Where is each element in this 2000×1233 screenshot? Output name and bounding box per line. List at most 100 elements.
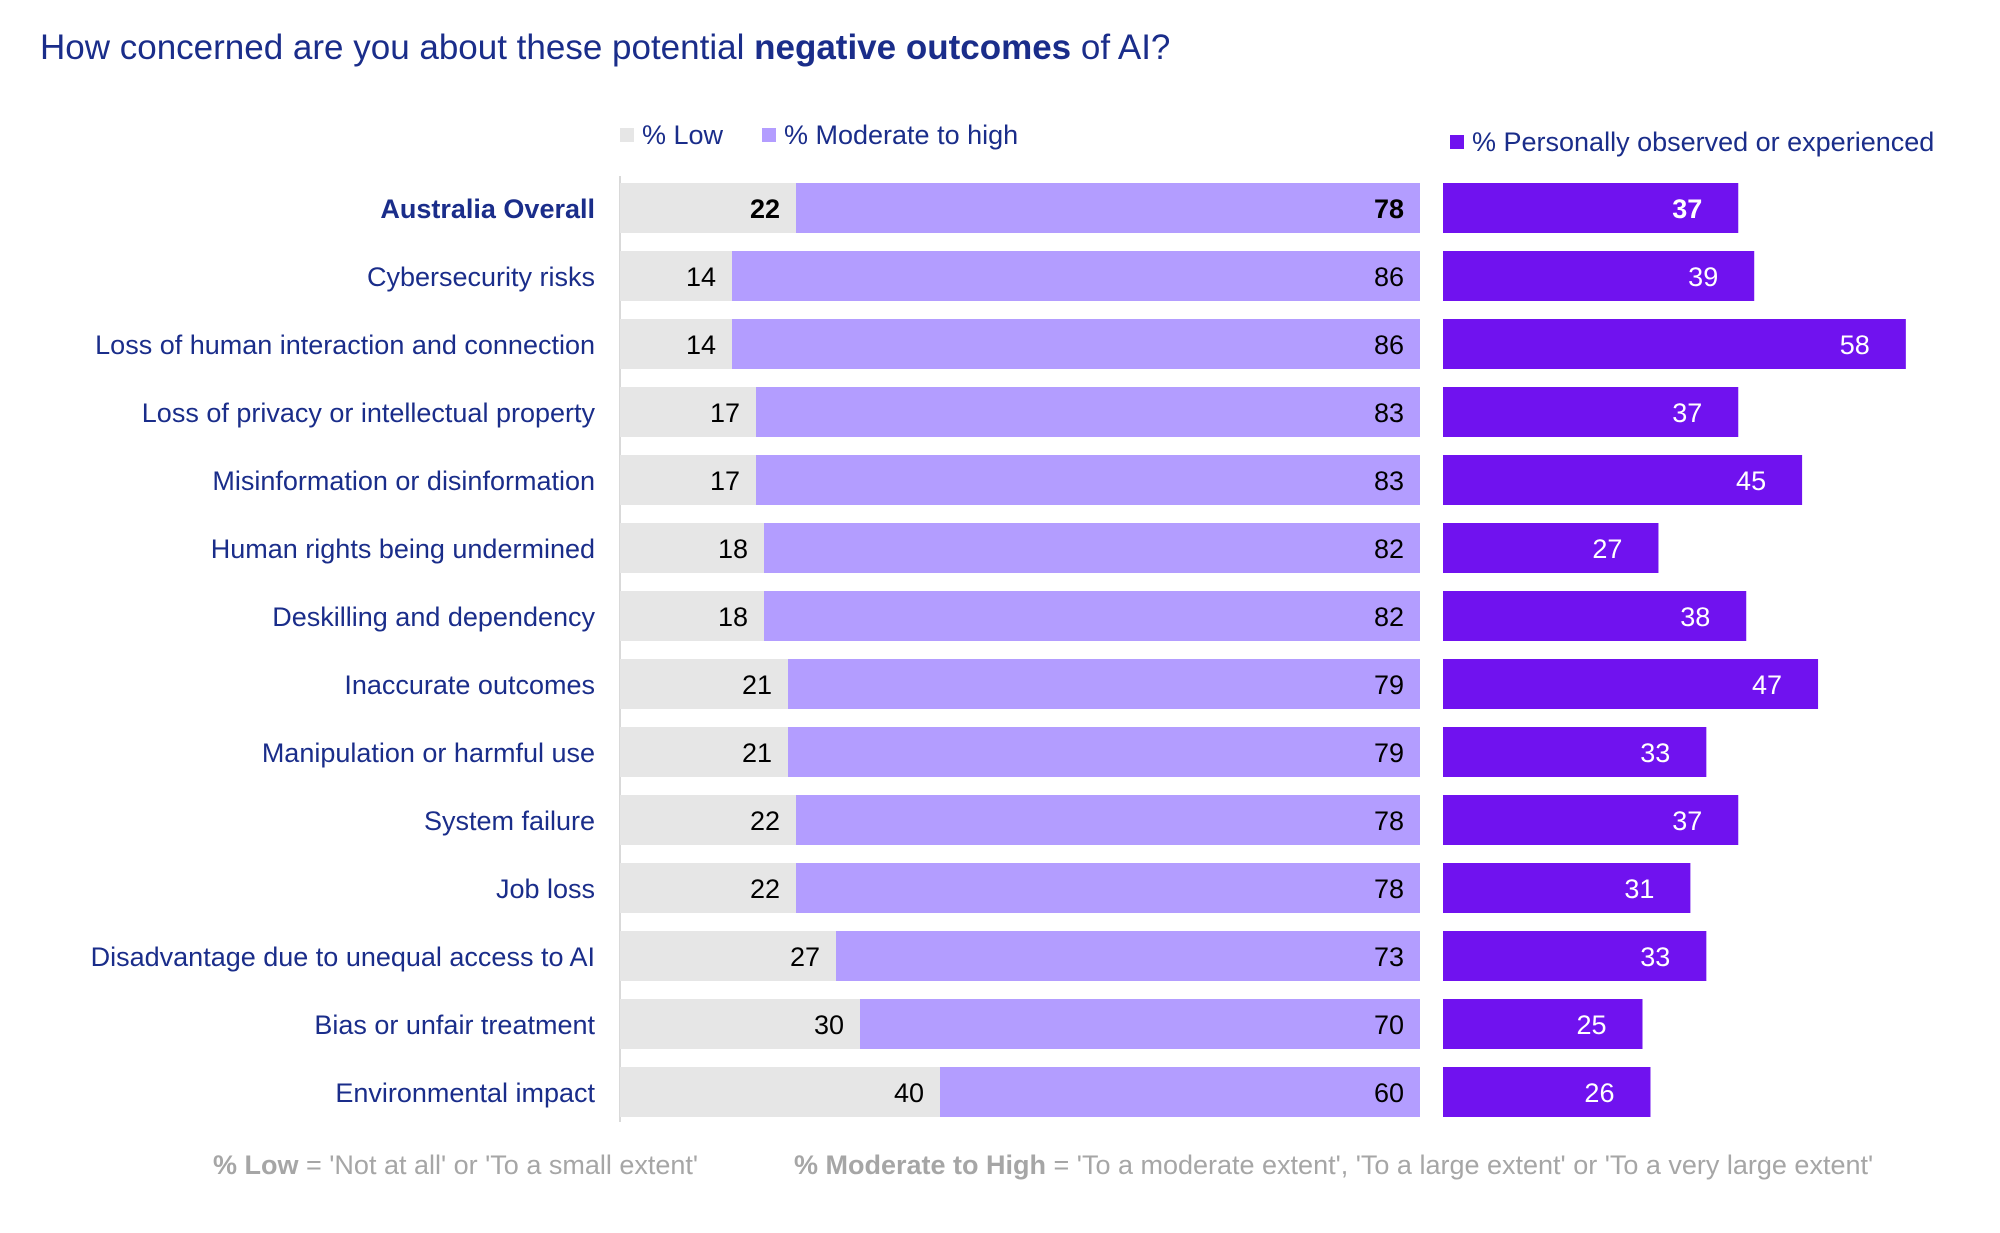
legend-swatch-moderate-high xyxy=(762,128,776,142)
bar-observed xyxy=(1443,931,1707,981)
bar-low xyxy=(620,319,732,369)
data-label-moderate-high: 60 xyxy=(1374,1078,1404,1108)
bar-observed xyxy=(1443,727,1707,777)
bar-moderate-high xyxy=(756,455,1420,505)
bar-low xyxy=(620,251,732,301)
data-label-low: 18 xyxy=(718,602,748,632)
bar-moderate-high xyxy=(796,183,1420,233)
category-label: Manipulation or harmful use xyxy=(262,738,595,768)
bar-moderate-high xyxy=(796,795,1420,845)
data-label-low: 22 xyxy=(750,806,780,836)
data-label-observed: 31 xyxy=(1624,874,1654,904)
category-label: Misinformation or disinformation xyxy=(212,466,595,496)
category-label: System failure xyxy=(424,806,595,836)
footnote-low-term: % Low xyxy=(213,1150,299,1180)
category-label: Loss of privacy or intellectual property xyxy=(142,398,596,428)
bar-low xyxy=(620,795,796,845)
bar-observed xyxy=(1443,863,1691,913)
category-label: Environmental impact xyxy=(335,1078,595,1108)
data-label-low: 21 xyxy=(742,670,772,700)
bar-observed xyxy=(1443,795,1739,845)
data-label-low: 17 xyxy=(710,398,740,428)
bar-chart: % Low % Moderate to high % Personally ob… xyxy=(91,120,1934,1122)
category-label: Loss of human interaction and connection xyxy=(95,330,595,360)
bar-observed xyxy=(1443,319,1906,369)
category-label: Australia Overall xyxy=(380,194,595,224)
legend-label-low: % Low xyxy=(642,120,724,150)
bar-moderate-high xyxy=(940,1067,1420,1117)
legend-swatch-low xyxy=(620,128,634,142)
bar-moderate-high xyxy=(796,863,1420,913)
data-label-observed: 37 xyxy=(1672,398,1702,428)
bar-moderate-high xyxy=(788,727,1420,777)
bar-moderate-high xyxy=(764,523,1420,573)
data-label-moderate-high: 79 xyxy=(1374,738,1404,768)
bar-observed xyxy=(1443,523,1659,573)
data-label-moderate-high: 83 xyxy=(1374,466,1404,496)
bar-moderate-high xyxy=(764,591,1420,641)
bar-moderate-high xyxy=(732,319,1420,369)
bar-low xyxy=(620,659,788,709)
title-suffix: of AI? xyxy=(1071,28,1171,67)
bar-observed xyxy=(1443,251,1755,301)
bar-low xyxy=(620,387,756,437)
data-label-observed: 37 xyxy=(1672,806,1702,836)
data-label-low: 21 xyxy=(742,738,772,768)
bar-low xyxy=(620,591,764,641)
bar-observed xyxy=(1443,387,1739,437)
data-label-low: 22 xyxy=(750,194,780,224)
data-label-moderate-high: 78 xyxy=(1374,806,1404,836)
data-label-moderate-high: 79 xyxy=(1374,670,1404,700)
legend-label-observed: % Personally observed or experienced xyxy=(1472,127,1934,157)
data-label-moderate-high: 78 xyxy=(1374,194,1404,224)
data-label-low: 22 xyxy=(750,874,780,904)
bar-moderate-high xyxy=(732,251,1420,301)
footnote-moderate-high-definition: = 'To a moderate extent', 'To a large ex… xyxy=(1046,1150,1874,1180)
bar-low xyxy=(620,523,764,573)
bar-low xyxy=(620,1067,940,1117)
data-label-moderate-high: 82 xyxy=(1374,534,1404,564)
bar-low xyxy=(620,727,788,777)
legend-swatch-observed xyxy=(1450,135,1464,149)
bar-moderate-high xyxy=(836,931,1420,981)
footnote-low: % Low = 'Not at all' or 'To a small exte… xyxy=(213,1150,698,1181)
data-label-moderate-high: 73 xyxy=(1374,942,1404,972)
data-label-observed: 37 xyxy=(1672,194,1702,224)
data-label-observed: 39 xyxy=(1688,262,1718,292)
bar-observed xyxy=(1443,455,1803,505)
data-label-low: 17 xyxy=(710,466,740,496)
data-label-observed: 47 xyxy=(1752,670,1782,700)
bar-observed xyxy=(1443,1067,1651,1117)
data-label-moderate-high: 86 xyxy=(1374,262,1404,292)
data-label-observed: 58 xyxy=(1840,330,1870,360)
data-label-observed: 26 xyxy=(1584,1078,1614,1108)
data-label-observed: 27 xyxy=(1592,534,1622,564)
data-label-low: 14 xyxy=(686,330,716,360)
bar-moderate-high xyxy=(788,659,1420,709)
category-label: Job loss xyxy=(496,874,595,904)
data-label-low: 14 xyxy=(686,262,716,292)
data-label-observed: 38 xyxy=(1680,602,1710,632)
category-label: Human rights being undermined xyxy=(211,534,595,564)
bar-low xyxy=(620,183,796,233)
bar-low xyxy=(620,931,836,981)
legend-label-moderate-high: % Moderate to high xyxy=(784,120,1018,150)
category-label: Cybersecurity risks xyxy=(367,262,595,292)
data-label-observed: 33 xyxy=(1640,738,1670,768)
chart-title: How concerned are you about these potent… xyxy=(40,28,1170,68)
data-label-low: 40 xyxy=(894,1078,924,1108)
footnote-moderate-high-term: % Moderate to High xyxy=(794,1150,1047,1180)
bar-observed xyxy=(1443,999,1643,1049)
bar-low xyxy=(620,863,796,913)
data-label-moderate-high: 70 xyxy=(1374,1010,1404,1040)
bar-observed xyxy=(1443,183,1739,233)
title-emphasis: negative outcomes xyxy=(754,28,1072,67)
bar-observed xyxy=(1443,659,1819,709)
data-label-moderate-high: 86 xyxy=(1374,330,1404,360)
data-label-observed: 25 xyxy=(1576,1010,1606,1040)
data-label-low: 30 xyxy=(814,1010,844,1040)
bar-low xyxy=(620,455,756,505)
data-label-observed: 33 xyxy=(1640,942,1670,972)
bar-observed xyxy=(1443,591,1747,641)
data-label-moderate-high: 78 xyxy=(1374,874,1404,904)
